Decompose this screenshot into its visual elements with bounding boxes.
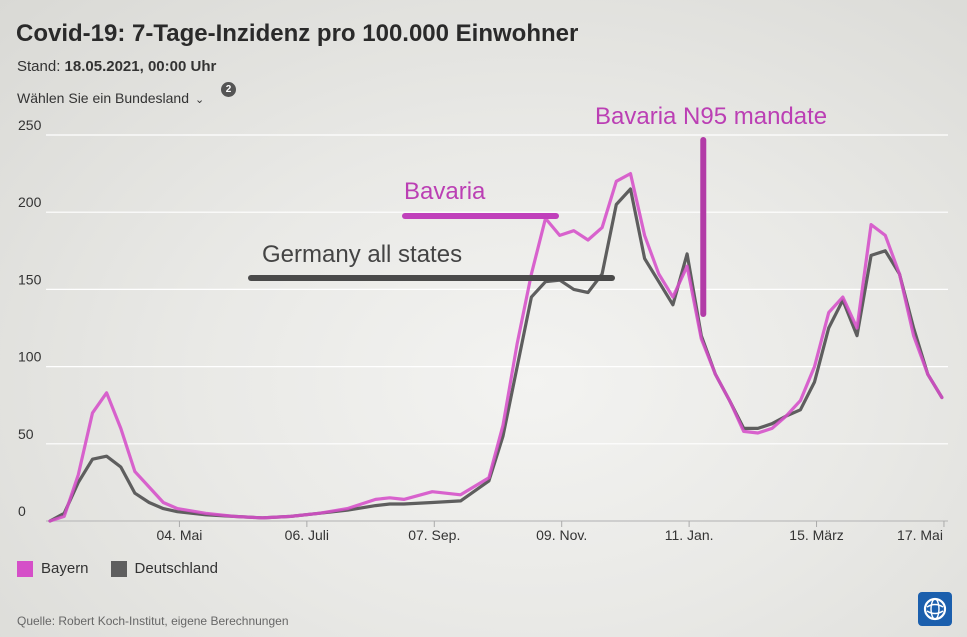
x-tick-label: 04. Mai <box>156 527 202 543</box>
page-title: Covid-19: 7-Tage-Inzidenz pro 100.000 Ei… <box>16 20 579 47</box>
legend: Bayern Deutschland <box>17 560 240 577</box>
legend-label-bayern: Bayern <box>41 560 89 577</box>
y-tick-label: 100 <box>18 349 42 365</box>
bundesland-selector-label: Wählen Sie ein Bundesland <box>17 90 190 106</box>
y-tick-label: 150 <box>18 271 42 287</box>
stand-value: 18.05.2021, 00:00 Uhr <box>64 58 217 75</box>
legend-item-bayern[interactable]: Bayern <box>17 560 89 577</box>
y-tick-label: 0 <box>18 503 26 519</box>
y-tick-label: 200 <box>18 194 42 210</box>
chevron-down-icon: ⌄ <box>195 93 205 106</box>
legend-item-deutschland[interactable]: Deutschland <box>110 560 218 577</box>
grid-layer: 0 50 100 150 200 250 04. Mai 06. Juli 07. Sep. 09… <box>18 117 948 543</box>
x-tick-label: 11. Jan. <box>665 527 714 543</box>
y-tick-label: 50 <box>18 426 34 442</box>
x-tick-label: 17. Mai <box>897 527 943 543</box>
count-badge: 2 <box>221 82 236 97</box>
series-line-deutschland <box>48 187 944 523</box>
legend-swatch-deutschland <box>110 560 127 577</box>
series-layer <box>48 172 944 523</box>
annotation-n95-label: Bavaria N95 mandate <box>595 103 827 130</box>
annotation-layer: Bavaria Germany all states Bavaria N95 man… <box>248 103 827 317</box>
annotation-germany-label: Germany all states <box>262 241 462 268</box>
x-tick-label: 07. Sep. <box>408 527 460 543</box>
x-tick-label: 06. Juli <box>285 527 329 543</box>
legend-label-deutschland: Deutschland <box>134 560 218 577</box>
legend-swatch-bayern <box>17 560 33 577</box>
source-note: Quelle: Robert Koch-Institut, eigene Ber… <box>17 614 289 628</box>
bundesland-selector[interactable]: Wählen Sie ein Bundesland ⌄ <box>17 90 204 106</box>
tagesschau-logo[interactable] <box>918 592 952 626</box>
annotation-bavaria-label: Bavaria <box>404 178 486 205</box>
series-line-bayern <box>48 172 944 523</box>
x-tick-label: 15. März <box>789 527 843 543</box>
stand-line: Stand: 18.05.2021, 00:00 Uhr <box>17 58 216 75</box>
stand-prefix: Stand: <box>17 58 61 75</box>
y-tick-label: 250 <box>18 117 42 133</box>
x-tick-label: 09. Nov. <box>536 527 587 543</box>
logo-icon <box>923 597 947 621</box>
